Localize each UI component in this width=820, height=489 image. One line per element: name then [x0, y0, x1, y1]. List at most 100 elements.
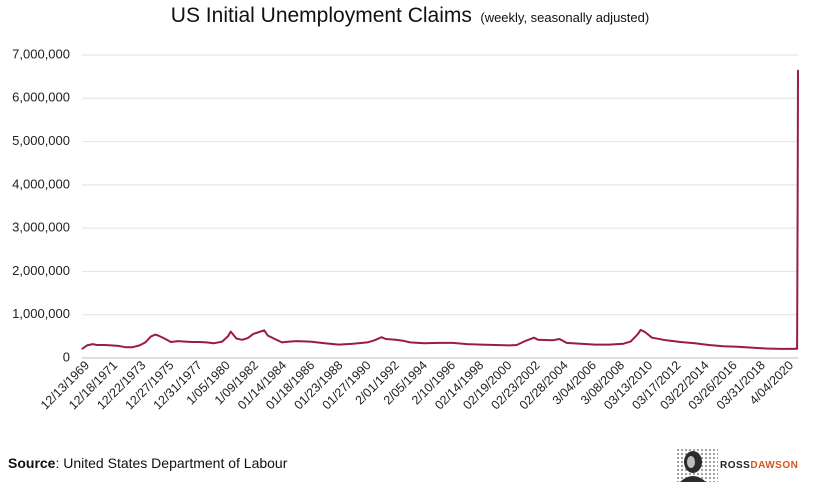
data-point	[154, 334, 156, 336]
data-point	[117, 345, 119, 347]
data-point	[163, 337, 165, 339]
data-point	[230, 331, 232, 333]
data-point	[765, 347, 767, 350]
chart-title: US Initial Unemployment Claims (weekly, …	[0, 4, 820, 28]
y-tick-label: 6,000,000	[12, 90, 70, 105]
data-point	[516, 344, 518, 346]
data-point	[797, 214, 799, 216]
data-point	[708, 344, 710, 346]
data-point	[779, 348, 781, 350]
data-point	[644, 331, 646, 333]
data-point	[558, 338, 561, 340]
data-point	[86, 344, 88, 346]
source-text: : United States Department of Labour	[55, 455, 288, 471]
y-tick-label: 1,000,000	[12, 306, 70, 321]
data-point	[267, 334, 269, 337]
data-point	[494, 344, 496, 346]
data-point	[437, 342, 440, 344]
y-tick-label: 4,000,000	[12, 176, 70, 191]
source-label: Source	[8, 455, 56, 471]
series-line-0	[81, 70, 799, 350]
logo-text: ROSSDAWSON	[720, 460, 798, 471]
data-point	[295, 340, 297, 342]
data-point	[366, 341, 368, 343]
ross-dawson-logo: ROSSDAWSON	[676, 448, 798, 482]
data-point	[722, 345, 724, 347]
data-point	[509, 344, 511, 346]
data-point	[736, 346, 739, 348]
data-point	[796, 348, 798, 350]
chart-title-main: US Initial Unemployment Claims	[170, 4, 472, 27]
data-point	[324, 342, 326, 344]
data-point	[537, 339, 539, 341]
data-point	[338, 344, 340, 346]
data-point	[258, 331, 260, 333]
data-point	[402, 340, 404, 342]
logo-text-dawson: DAWSON	[750, 459, 799, 471]
data-point	[566, 342, 568, 344]
data-point	[309, 341, 311, 343]
chart-subtitle: (weekly, seasonally adjusted)	[480, 10, 650, 25]
data-point	[797, 69, 799, 71]
data-point	[466, 343, 468, 345]
data-point	[409, 341, 411, 343]
data-point	[533, 337, 535, 339]
data-point	[241, 339, 243, 341]
data-point	[694, 342, 696, 344]
data-point	[395, 339, 397, 341]
logo-text-ross: ROSS	[720, 459, 751, 471]
data-point	[150, 335, 152, 337]
data-point	[373, 339, 376, 341]
data-point	[198, 341, 200, 343]
data-point	[630, 341, 632, 343]
y-tick-label: 0	[63, 349, 70, 364]
data-point	[263, 329, 265, 331]
data-point	[96, 344, 98, 346]
data-point	[92, 343, 94, 345]
data-point	[103, 344, 105, 346]
data-point	[608, 344, 610, 346]
data-point	[131, 346, 134, 348]
data-point	[191, 341, 193, 343]
data-point	[139, 344, 141, 346]
data-point	[751, 347, 753, 349]
data-point	[640, 329, 642, 331]
data-point	[124, 346, 126, 348]
data-point	[580, 343, 582, 345]
y-axis-ticks: 0 1,000,000 2,000,000 3,000,000 4,000,000 5,0…	[12, 46, 70, 364]
data-point	[523, 341, 525, 343]
data-point	[110, 344, 112, 346]
data-point	[213, 342, 215, 344]
data-point	[786, 348, 788, 350]
y-tick-label: 7,000,000	[12, 46, 70, 61]
data-point	[381, 336, 383, 338]
data-point	[288, 341, 290, 343]
data-point	[793, 348, 795, 350]
x-axis-ticks: 12/13/196912/18/197112/22/197312/27/1975…	[38, 358, 796, 412]
data-point	[170, 341, 172, 343]
data-point	[651, 337, 653, 339]
data-point	[480, 344, 482, 346]
data-point	[252, 333, 255, 335]
y-tick-label: 3,000,000	[12, 220, 70, 235]
y-tick-label: 2,000,000	[12, 263, 70, 278]
data-point	[679, 341, 682, 343]
data-point	[622, 343, 625, 345]
data-point	[144, 341, 146, 343]
data-point	[352, 343, 354, 345]
data-point	[452, 342, 454, 344]
data-point	[665, 339, 667, 341]
line-chart: 0 1,000,000 2,000,000 3,000,000 4,000,000 5,0…	[12, 46, 799, 412]
data-point	[551, 339, 554, 341]
logo-portrait-icon	[676, 448, 718, 482]
data-point	[227, 335, 229, 337]
data-point	[274, 338, 276, 340]
data-point	[235, 337, 237, 340]
data-point	[247, 337, 249, 339]
y-tick-label: 5,000,000	[12, 133, 70, 148]
data-point	[184, 341, 186, 343]
data-point	[221, 341, 223, 343]
series-layer	[81, 69, 799, 350]
data-point	[281, 341, 283, 343]
data-point	[423, 342, 425, 344]
